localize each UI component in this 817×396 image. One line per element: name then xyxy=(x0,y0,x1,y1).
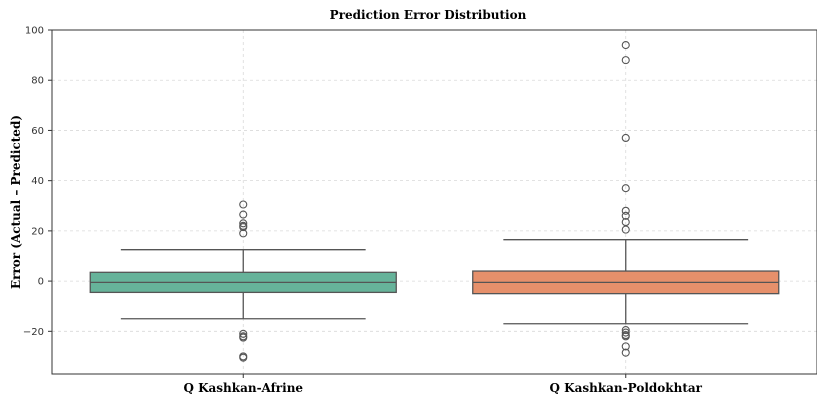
x-tick-label: Q Kashkan-Poldokhtar xyxy=(550,381,703,395)
y-tick-label: 0 xyxy=(38,277,44,288)
outlier-point xyxy=(621,332,630,341)
outlier-point xyxy=(239,219,248,228)
outlier-point xyxy=(239,329,248,338)
y-tick-label: −20 xyxy=(23,327,44,338)
outlier-point xyxy=(239,210,248,219)
outlier-point xyxy=(239,353,248,362)
y-ticks: −20 0 20 40 60 80 100 xyxy=(23,26,52,338)
y-tick-label: 20 xyxy=(31,226,44,237)
box-group xyxy=(472,41,780,357)
outlier-point xyxy=(621,56,630,65)
x-tick-label: Q Kashkan-Afrine xyxy=(183,381,303,395)
y-tick-label: 100 xyxy=(25,26,44,37)
outlier-point xyxy=(621,326,630,335)
outlier-point xyxy=(621,225,630,234)
outlier-point xyxy=(239,333,248,342)
outlier-point xyxy=(621,41,630,50)
outlier-point xyxy=(621,348,630,357)
y-tick-label: 40 xyxy=(31,176,44,187)
x-ticks: Q Kashkan-Afrine Q Kashkan-Poldokhtar xyxy=(183,374,703,395)
plot-frame xyxy=(51,29,817,375)
y-axis-label: Error (Actual – Predicted) xyxy=(9,115,23,289)
outlier-point xyxy=(621,211,630,220)
outlier-point xyxy=(621,184,630,193)
y-tick-label: 80 xyxy=(31,76,44,87)
boxes xyxy=(89,41,780,362)
outlier-point xyxy=(239,229,248,238)
outlier-point xyxy=(621,133,630,143)
outlier-point xyxy=(239,200,248,209)
outlier-point xyxy=(621,328,630,337)
y-tick-label: 60 xyxy=(31,126,44,137)
outlier-point xyxy=(621,342,630,351)
chart-title: Prediction Error Distribution xyxy=(330,8,527,22)
outlier-point xyxy=(621,206,630,215)
grid xyxy=(52,29,817,374)
outlier-point xyxy=(239,223,248,232)
box-group xyxy=(89,200,397,362)
